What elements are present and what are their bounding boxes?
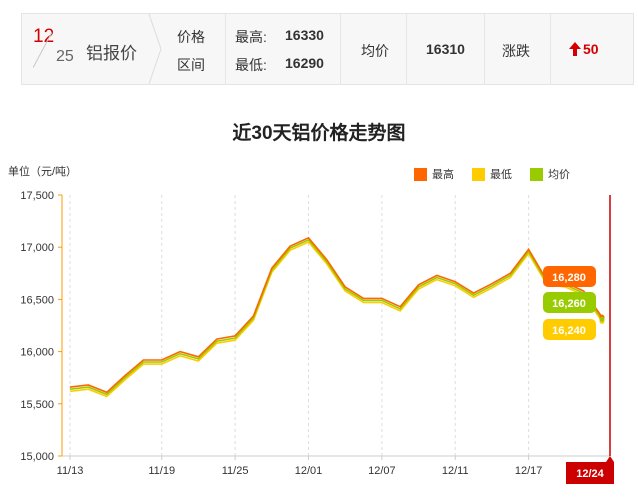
legend-item-low[interactable]: 最低 [472, 166, 512, 182]
avg-label: 均价 [361, 43, 389, 59]
y-tick-label: 17,500 [20, 190, 54, 202]
x-tick-label: 11/25 [222, 465, 249, 477]
divider [550, 14, 551, 84]
x-tick-label: 12/01 [295, 465, 323, 477]
price-summary-bar: 12 25 铝报价 价格 区间 最高: 16330 最低: 16290 均价 1… [21, 13, 634, 85]
tooltip-tag-value: 16,240 [552, 325, 586, 337]
legend-item-avg[interactable]: 均价 [530, 166, 570, 182]
divider [225, 14, 226, 84]
divider [484, 14, 485, 84]
high-label: 最高: [235, 29, 267, 45]
y-tick-label: 17,000 [20, 242, 54, 254]
x-tick-label: 11/13 [57, 465, 84, 477]
legend-item-high[interactable]: 最高 [414, 166, 454, 182]
legend-label: 最高 [432, 169, 454, 181]
series-line-1 [69, 241, 603, 398]
chart-title: 近30天铝价格走势图 [232, 123, 406, 144]
range-label-1: 价格 [177, 29, 205, 45]
x-tick-label: 12/07 [368, 465, 396, 477]
tooltip-tag [543, 319, 596, 340]
series-line-0 [69, 236, 603, 394]
data-point [599, 316, 605, 322]
x-tick-label: 12/17 [515, 465, 543, 477]
y-axis-unit-label: 单位（元/吨） [8, 166, 78, 178]
y-tick-label: 15,500 [20, 399, 54, 411]
crosshair-label-pointer [606, 456, 614, 462]
x-tick-label: 12/11 [442, 465, 469, 477]
tooltip-tag-value: 16,280 [552, 272, 586, 284]
chevron-divider [148, 14, 162, 84]
low-label: 最低: [235, 57, 267, 73]
y-tick-label: 16,500 [20, 294, 54, 306]
divider [340, 14, 341, 84]
high-value: 16330 [285, 27, 324, 43]
legend-swatch [472, 167, 485, 181]
crosshair-date-label: 12/24 [576, 468, 604, 480]
x-tick-label: 11/19 [148, 465, 175, 477]
y-tick-label: 16,000 [20, 347, 54, 359]
low-value: 16290 [285, 55, 324, 71]
range-label-2: 区间 [177, 57, 205, 73]
legend-label: 最低 [490, 169, 512, 181]
arrow-up-icon [569, 42, 581, 56]
tooltip-tag [543, 266, 596, 287]
change-value: 50 [583, 41, 599, 57]
date-day: 25 [56, 48, 74, 65]
product-name: 铝报价 [86, 44, 137, 63]
divider [406, 14, 407, 84]
tooltip-tag [543, 292, 596, 313]
avg-value: 16310 [426, 41, 465, 57]
change-label: 涨跌 [502, 43, 530, 59]
date-month: 12 [33, 26, 55, 47]
tooltip-tag-value: 16,260 [552, 298, 586, 310]
legend-label: 均价 [548, 169, 570, 181]
legend-swatch [414, 167, 427, 181]
date-box: 12 25 铝报价 [22, 14, 172, 84]
y-tick-label: 15,000 [20, 451, 54, 463]
series-line-2 [69, 238, 603, 396]
crosshair-label-box [566, 462, 614, 484]
legend-swatch [530, 167, 543, 181]
